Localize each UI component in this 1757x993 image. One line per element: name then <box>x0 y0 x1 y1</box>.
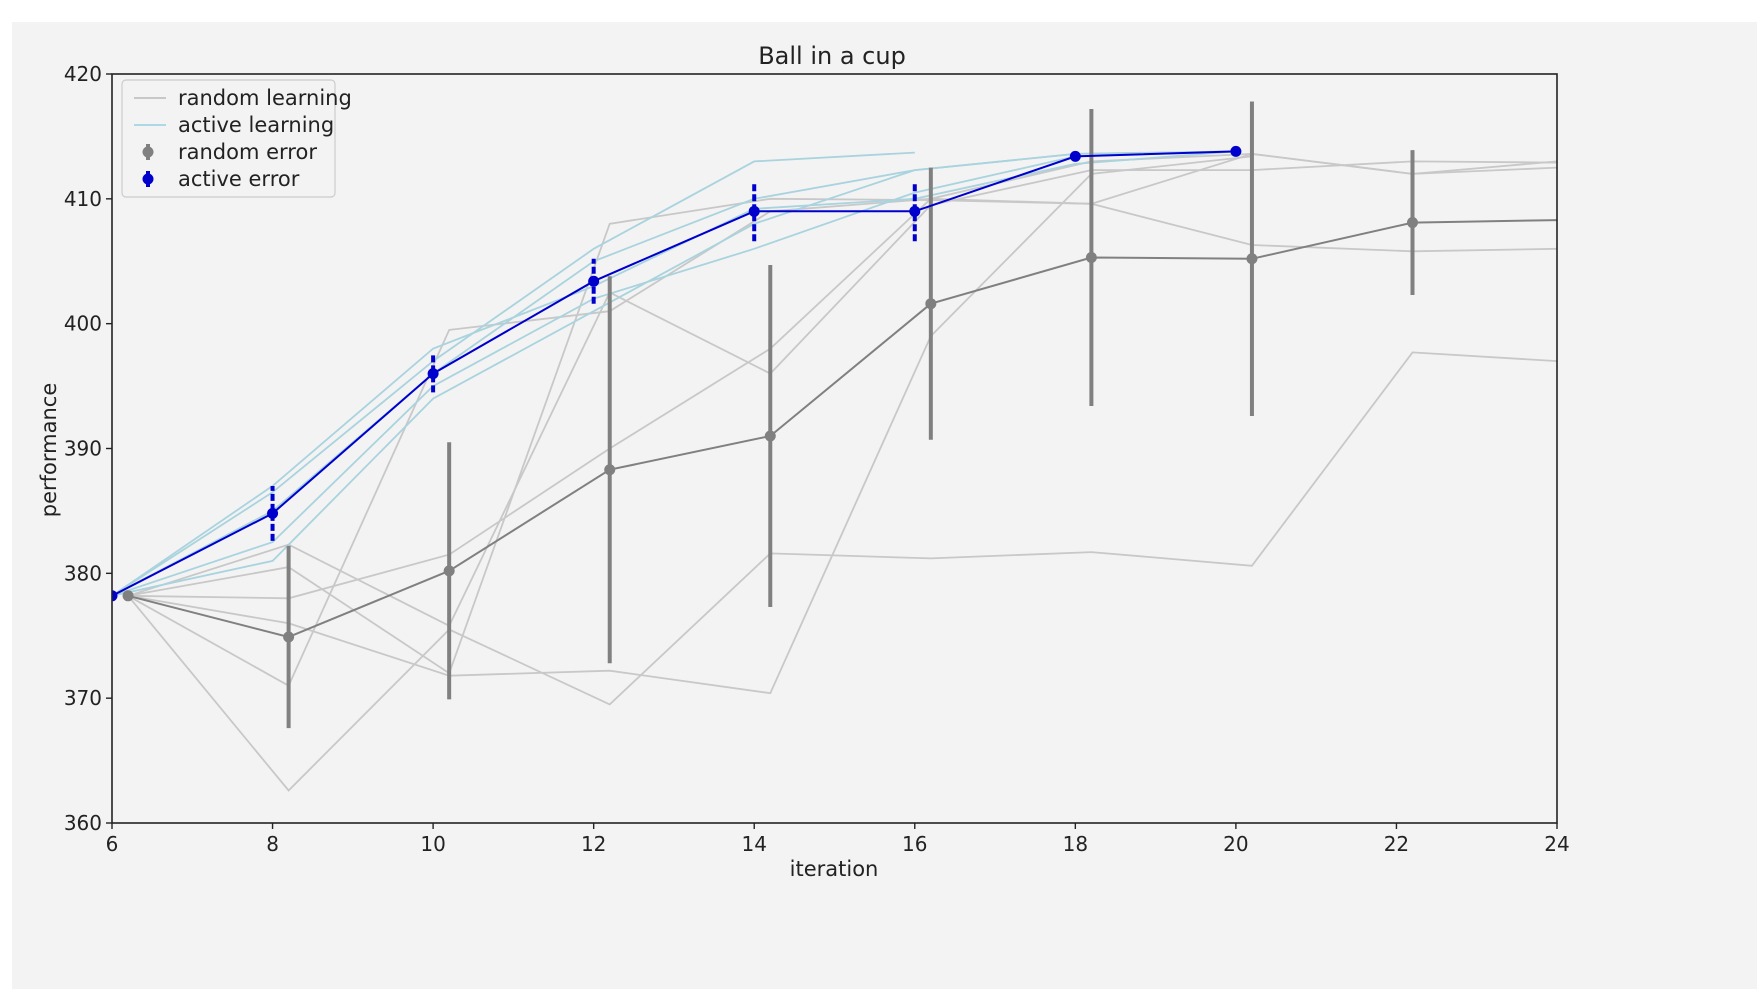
random-error-point <box>1085 252 1097 264</box>
random-error-mean-line <box>127 219 1557 639</box>
y-tick-label: 360 <box>64 811 102 835</box>
legend-label: active learning <box>178 113 334 137</box>
legend-swatch-point <box>142 146 154 158</box>
legend-box <box>121 79 336 198</box>
random-learning-run-6 <box>127 155 1252 695</box>
random-learning-run-4 <box>127 351 1557 792</box>
x-tick-label: 20 <box>1223 832 1248 856</box>
plot-area <box>112 101 1557 792</box>
x-tick-label: 16 <box>902 832 927 856</box>
plot-clipped-group <box>112 101 1557 792</box>
y-axis-label: performance <box>37 383 61 518</box>
random-error-point <box>443 565 455 577</box>
active-error-point <box>909 205 921 217</box>
random-error-point <box>283 631 295 643</box>
active-error-point <box>427 368 439 380</box>
axis-ticks: 6 8 10 12 14 16 18 20 22 24 360 370 380 390 400 410 420 <box>64 62 1570 856</box>
active-error-point <box>1069 150 1081 162</box>
y-tick-label: 400 <box>64 312 102 336</box>
active-learning-run-3 <box>112 150 1236 597</box>
x-tick-label: 14 <box>741 832 766 856</box>
legend: random learning active learning random err… <box>121 79 352 198</box>
x-axis-label: iteration <box>790 857 879 881</box>
chart-title: Ball in a cup <box>758 42 906 70</box>
active-learning-run-1 <box>112 151 915 597</box>
y-tick-label: 370 <box>64 686 102 710</box>
legend-label: random error <box>178 140 317 164</box>
random-learning-run-5 <box>127 152 1557 675</box>
random-error-point <box>1246 253 1258 265</box>
x-tick-label: 12 <box>581 832 606 856</box>
x-tick-label: 22 <box>1384 832 1409 856</box>
x-tick-label: 10 <box>420 832 445 856</box>
random-learning-run-2 <box>128 197 1557 600</box>
y-tick-label: 390 <box>64 437 102 461</box>
random-error-point <box>925 298 937 310</box>
x-tick-label: 24 <box>1544 832 1569 856</box>
random-error-point <box>764 430 776 442</box>
active-error-point <box>588 275 600 287</box>
legend-label: random learning <box>178 86 352 110</box>
y-tick-label: 380 <box>64 561 102 585</box>
random-learning-run-3 <box>127 152 1557 687</box>
x-tick-label: 8 <box>266 832 279 856</box>
active-learning-run-4 <box>112 150 1236 597</box>
active-error-point <box>748 205 760 217</box>
active-error-point <box>112 590 118 602</box>
active-error-mean-line <box>112 150 1236 597</box>
random-error-point <box>122 590 134 602</box>
x-tick-label: 18 <box>1063 832 1088 856</box>
legend-label: active error <box>178 167 300 191</box>
random-learning-run-1 <box>127 160 1557 628</box>
legend-swatch-point <box>142 173 154 185</box>
chart-figure: Ball in a cup 6 8 10 12 14 16 18 20 22 24 360 370 38… <box>12 22 1757 989</box>
random-error-point <box>604 464 616 476</box>
y-tick-label: 420 <box>64 62 102 86</box>
random-error-point <box>1407 217 1418 229</box>
active-learning-run-2 <box>112 150 1236 597</box>
active-learning-run-5 <box>112 150 1236 597</box>
y-tick-label: 410 <box>64 187 102 211</box>
x-tick-label: 6 <box>106 832 119 856</box>
chart-svg: Ball in a cup 6 8 10 12 14 16 18 20 22 24 360 370 38… <box>37 42 1570 881</box>
active-error-point <box>1230 145 1242 157</box>
active-error-point <box>267 507 279 519</box>
